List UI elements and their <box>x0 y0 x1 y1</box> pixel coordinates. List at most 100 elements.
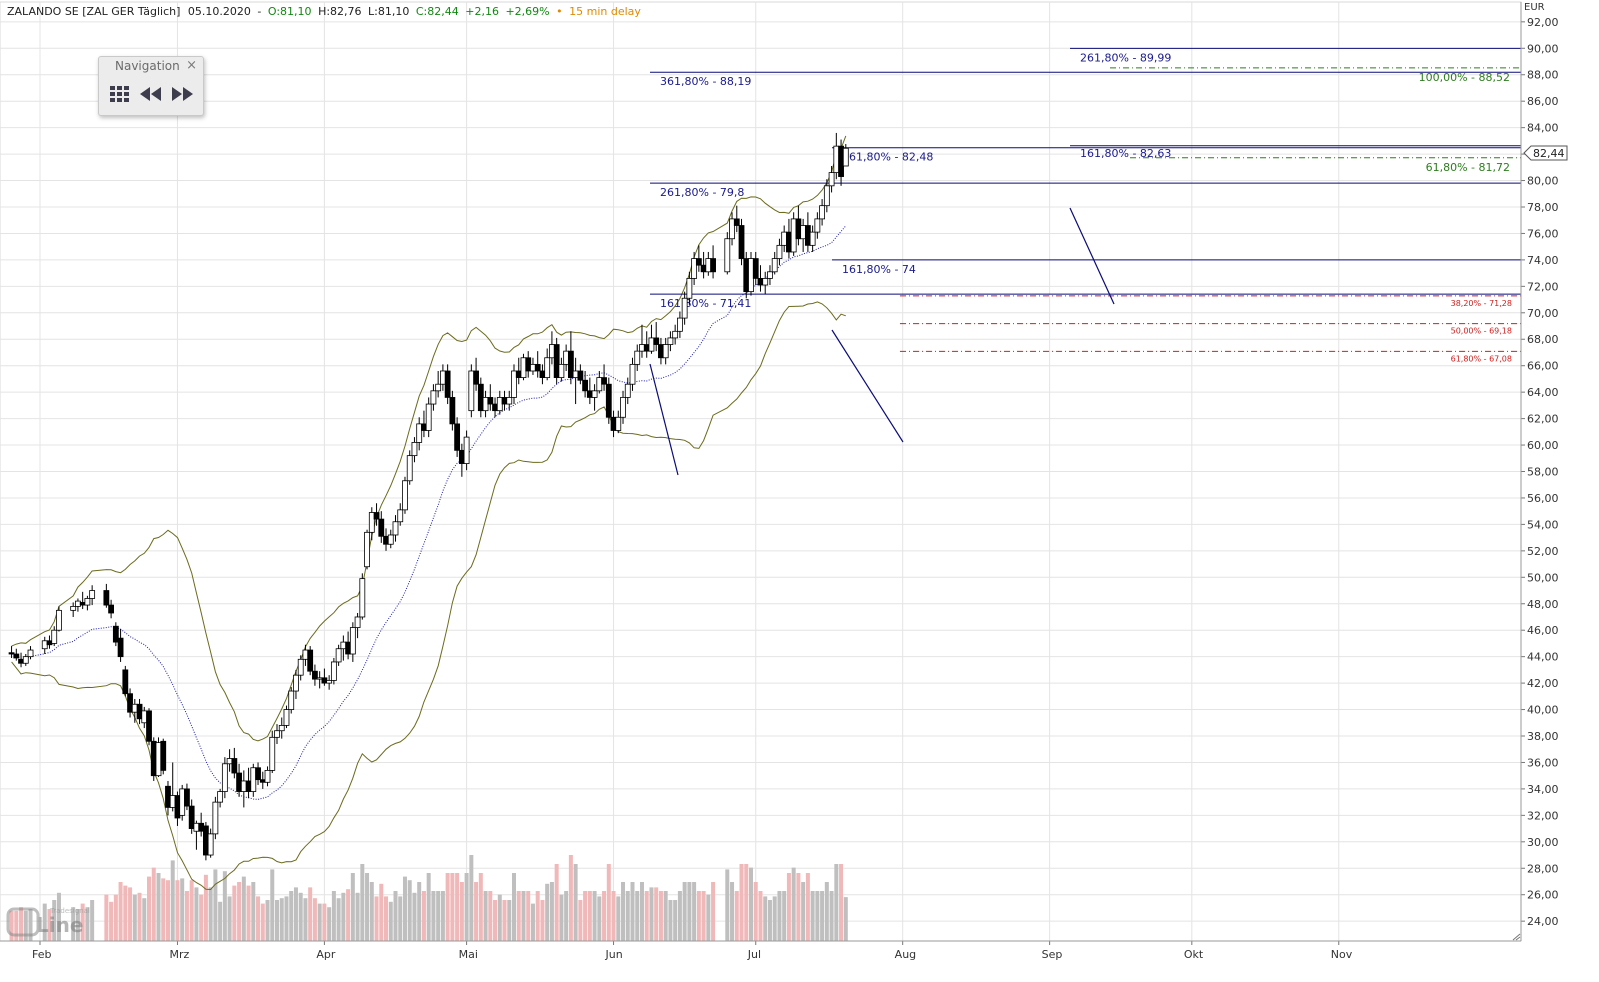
volume-bar <box>346 889 351 941</box>
y-tick-label: 64,00 <box>1527 386 1559 399</box>
grid-menu-button[interactable] <box>108 83 132 105</box>
candle-body <box>639 344 645 352</box>
candle <box>629 357 636 391</box>
fast-forward-button[interactable] <box>169 83 195 105</box>
candle-body <box>596 377 603 392</box>
candle-body <box>22 656 29 664</box>
candle-body <box>700 264 707 273</box>
volume-bar <box>213 869 218 941</box>
volume-bar <box>602 891 607 941</box>
navigation-panel[interactable]: Navigation × <box>98 56 204 116</box>
candle <box>179 784 186 821</box>
trend-lines[interactable] <box>649 207 1115 476</box>
volume-bar <box>815 891 820 941</box>
volume-bars <box>9 855 848 941</box>
candle-body <box>136 703 143 720</box>
volume-bar <box>232 885 237 941</box>
resize-grip-icon[interactable] <box>1512 933 1521 941</box>
volume-bar <box>123 885 128 941</box>
y-tick-label: 80,00 <box>1527 175 1559 188</box>
candle-body <box>549 344 555 359</box>
rewind-button[interactable] <box>138 83 164 105</box>
bollinger-upper-line <box>11 135 847 742</box>
volume-bar <box>805 873 810 941</box>
candle <box>207 828 214 858</box>
volume-bar <box>464 873 469 941</box>
instrument-name: ZALANDO SE [ZAL GER Täglich] <box>7 5 180 18</box>
candle <box>790 212 797 256</box>
candle <box>255 762 261 785</box>
y-tick-label: 38,00 <box>1527 730 1559 743</box>
candle <box>13 648 20 661</box>
volume-bar <box>526 891 531 941</box>
candle-body <box>335 648 342 663</box>
volume-bar <box>402 876 407 941</box>
volume-bar <box>260 903 265 941</box>
candle-body <box>586 390 593 398</box>
y-tick-label: 32,00 <box>1527 809 1559 822</box>
y-tick-label: 58,00 <box>1527 466 1559 479</box>
candle <box>567 331 574 385</box>
volume-bar <box>379 883 384 941</box>
candle-body <box>786 231 792 253</box>
candle <box>217 788 224 808</box>
volume-bar <box>237 882 242 941</box>
candle <box>752 251 759 286</box>
candle-body <box>188 805 195 829</box>
candles <box>8 132 849 861</box>
candle-body <box>202 825 209 856</box>
candle-body <box>46 640 53 646</box>
volume-bar <box>75 909 80 941</box>
y-tick-label: 74,00 <box>1527 254 1559 267</box>
candle <box>667 331 674 352</box>
candle <box>695 245 702 272</box>
candle-body <box>340 641 347 650</box>
volume-bar <box>170 860 175 941</box>
fib-level-label: 261,80% - 82,48 <box>842 151 933 164</box>
candle-body <box>838 145 844 177</box>
candle-body <box>724 238 731 273</box>
candle-body <box>240 780 247 792</box>
y-tick-label: 88,00 <box>1527 69 1559 82</box>
volume-bar <box>317 903 322 941</box>
volume-bar <box>436 891 441 941</box>
volume-bar <box>445 873 450 941</box>
candle-body <box>269 736 276 771</box>
volume-bar <box>90 900 95 941</box>
candle-body <box>226 758 233 765</box>
candle <box>814 212 821 239</box>
candle <box>544 348 551 381</box>
header-date: 05.10.2020 <box>188 5 251 18</box>
candle-body <box>473 370 479 385</box>
candle-body <box>809 231 816 246</box>
candle-body <box>169 795 176 808</box>
volume-bar <box>801 882 806 941</box>
volume-bar <box>298 892 303 941</box>
volume-bar <box>459 882 464 941</box>
low-value: L:81,10 <box>368 5 409 18</box>
fibonacci-levels[interactable]: 261,80% - 89,99 361,80% - 88,19 100,00% - … <box>650 47 1521 363</box>
candle-body <box>515 370 522 379</box>
candle-body <box>198 822 205 832</box>
y-tick-label: 78,00 <box>1527 201 1559 214</box>
volume-bar <box>218 901 223 941</box>
candle <box>368 507 375 541</box>
volume-bar <box>331 891 336 941</box>
candle <box>349 622 356 662</box>
candle <box>231 747 238 779</box>
candle-body <box>155 742 162 777</box>
candle-body <box>117 637 124 658</box>
x-tick-label: Nov <box>1331 948 1353 961</box>
fib-level-label: 161,80% - 74 <box>842 263 916 276</box>
volume-bar <box>450 873 455 941</box>
volume-bar <box>606 864 611 941</box>
volume-bar <box>625 891 630 941</box>
volume-bar <box>592 891 597 941</box>
volume-bar <box>398 896 403 941</box>
candle-body <box>496 397 503 412</box>
bollinger-bands <box>11 135 847 891</box>
volume-bar <box>128 887 133 941</box>
close-icon[interactable]: × <box>186 58 197 73</box>
candle-body <box>444 370 451 398</box>
